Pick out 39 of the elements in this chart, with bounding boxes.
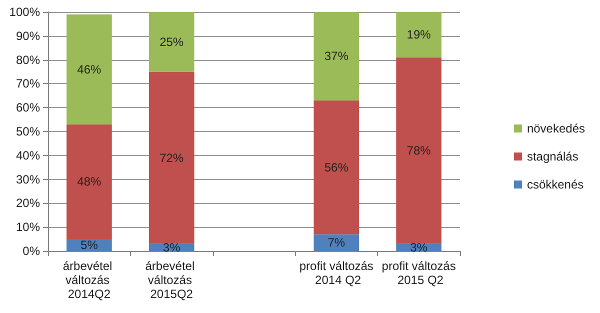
bar bbox=[314, 12, 360, 100]
data-label: 19% bbox=[406, 28, 432, 42]
x-tick-label: profit változás 2014 Q2 bbox=[299, 259, 374, 287]
data-label: 3% bbox=[162, 240, 181, 254]
x-tick-label: profit változás 2015 Q2 bbox=[382, 259, 456, 287]
x-tick-label: árbevétel változás 2014Q2 bbox=[62, 259, 116, 301]
y-tick-label: 100% bbox=[9, 5, 40, 19]
data-label: 7% bbox=[328, 236, 346, 250]
bar bbox=[314, 100, 360, 234]
data-label: 3% bbox=[410, 240, 428, 254]
data-label: 78% bbox=[406, 144, 432, 158]
x-tick-label: árbevétel változás 2015Q2 bbox=[145, 259, 198, 301]
legend-label: stagnálás bbox=[526, 150, 578, 164]
y-tick-label: 30% bbox=[16, 172, 40, 186]
y-tick-label: 90% bbox=[16, 28, 40, 43]
bar bbox=[148, 12, 194, 72]
bar bbox=[66, 124, 112, 240]
data-label: 56% bbox=[324, 160, 349, 174]
y-tick-label: 10% bbox=[16, 220, 40, 234]
y-tick-label: 50% bbox=[16, 124, 40, 138]
bar bbox=[314, 234, 360, 251]
data-label: 48% bbox=[77, 174, 102, 189]
y-tick-label: 0% bbox=[22, 244, 40, 258]
y-tick-label: 60% bbox=[16, 100, 40, 115]
legend-label: növekedés bbox=[526, 122, 586, 136]
legend-label: csökkenés bbox=[526, 178, 584, 192]
y-tick-label: 40% bbox=[16, 148, 40, 162]
data-label: 72% bbox=[160, 150, 184, 165]
data-label: 25% bbox=[160, 34, 184, 49]
data-label: 5% bbox=[80, 238, 98, 252]
data-label: 37% bbox=[324, 49, 349, 64]
bar bbox=[66, 14, 112, 124]
data-label: 46% bbox=[77, 62, 102, 76]
bar bbox=[148, 72, 194, 244]
y-tick-label: 70% bbox=[16, 76, 40, 91]
y-tick-label: 80% bbox=[16, 52, 40, 67]
y-tick-label: 20% bbox=[16, 196, 40, 210]
bar bbox=[396, 12, 442, 58]
bar bbox=[396, 57, 442, 244]
